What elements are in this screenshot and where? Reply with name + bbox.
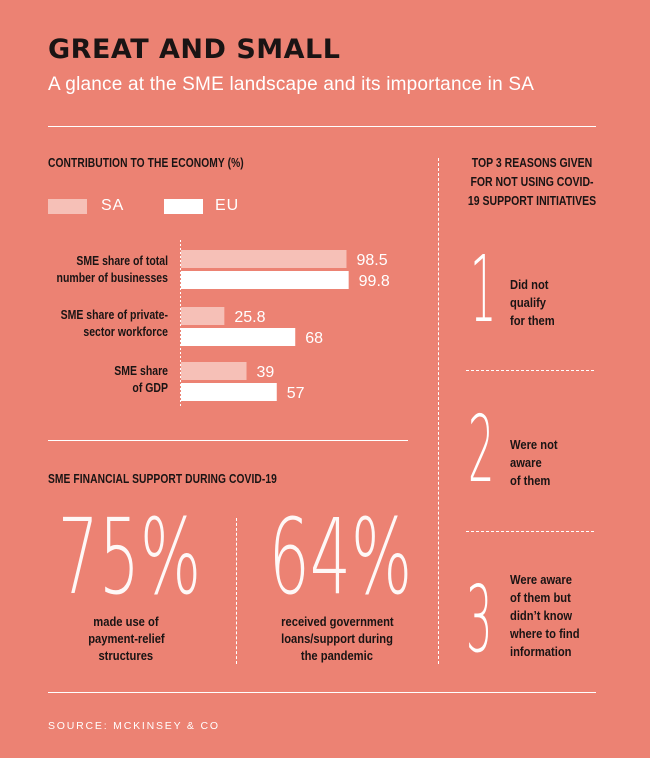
contribution-heading: CONTRIBUTION TO THE ECONOMY (%) (48, 156, 244, 170)
reason-text-1: Did not qualify for them (510, 276, 605, 330)
caption-line: the pandemic (300, 648, 374, 663)
category-label-line: SME share of total (76, 254, 168, 268)
legend-label-sa: SA (101, 197, 125, 214)
bar-sa-1 (181, 307, 225, 325)
legend-swatch-sa (48, 199, 87, 214)
caption-line: payment-relief (87, 631, 165, 646)
reason-line: Were not (510, 437, 558, 452)
reason-line: information (510, 644, 572, 659)
bar-value-label-eu-1: 68 (305, 330, 323, 347)
covid-support-heading: SME FINANCIAL SUPPORT DURING COVID-19 (48, 472, 277, 486)
reason-line: where to find (510, 626, 580, 641)
bar-value-label-sa-1: 25.8 (234, 309, 265, 326)
category-label-line: sector workforce (83, 325, 168, 339)
top-divider (48, 126, 596, 127)
page-title: GREAT AND SMALL (48, 34, 341, 65)
reasons-heading: TOP 3 REASONS GIVEN FOR NOT USING COVID-… (452, 154, 612, 211)
reason-line: of them but (510, 590, 571, 605)
category-label-line: SME share (114, 364, 168, 378)
reason-line: didn’t know (510, 608, 573, 623)
bottom-divider (48, 692, 596, 693)
bar-value-label-sa-0: 98.5 (356, 252, 387, 269)
reason-line: aware (510, 455, 542, 470)
stat-value-payment-relief: 75% (57, 496, 202, 618)
caption-line: structures (98, 648, 154, 663)
reason-rank-2: 2 (468, 396, 495, 503)
stats-divider (236, 518, 237, 664)
reason-text-3: Were aware of them but didn’t know where… (510, 571, 605, 661)
category-label-line: SME share of private- (60, 308, 168, 322)
reason-rank-1: 1 (470, 236, 497, 343)
reason-rank-3: 3 (466, 566, 493, 673)
reasons-heading-line: 19 SUPPORT INITIATIVES (467, 194, 597, 208)
source-note: SOURCE: MCKINSEY & CO (48, 720, 220, 732)
bar-eu-2 (181, 383, 277, 401)
category-label-gdp: SME share of GDP (34, 363, 168, 397)
reason-line: Did not (510, 277, 549, 292)
reason-divider-1 (466, 370, 594, 371)
legend-label-eu: EU (215, 197, 240, 214)
reasons-heading-line: TOP 3 REASONS GIVEN (471, 156, 593, 170)
category-label-line: of GDP (132, 381, 168, 395)
caption-line: received government (280, 614, 394, 629)
caption-line: made use of (93, 614, 159, 629)
reason-divider-2 (466, 531, 594, 532)
bar-eu-0 (181, 271, 349, 289)
contribution-bar-chart: 98.5 99.8 25.8 68 39 57 (180, 240, 390, 406)
reason-line: for them (510, 313, 555, 328)
bar-value-label-sa-2: 39 (257, 364, 275, 381)
stat-value-gov-loans: 64% (268, 496, 413, 618)
middle-divider (48, 440, 408, 441)
reason-line: Were aware (510, 572, 572, 587)
bar-sa-0 (181, 250, 347, 268)
bar-sa-2 (181, 362, 247, 380)
bar-value-label-eu-0: 99.8 (359, 273, 390, 290)
reasons-heading-line: FOR NOT USING COVID- (470, 175, 594, 189)
category-label-line: number of businesses (56, 271, 168, 285)
stat-caption-payment-relief: made use of payment-relief structures (36, 613, 216, 664)
bar-value-label-eu-2: 57 (287, 385, 305, 402)
reason-text-2: Were not aware of them (510, 436, 605, 490)
page-subtitle: A glance at the SME landscape and its im… (48, 74, 535, 95)
column-divider (438, 158, 439, 664)
category-label-businesses: SME share of total number of businesses (34, 253, 168, 287)
caption-line: loans/support during (281, 631, 393, 646)
legend-swatch-eu (164, 199, 203, 214)
stat-caption-gov-loans: received government loans/support during… (247, 613, 427, 664)
category-label-workforce: SME share of private- sector workforce (34, 307, 168, 341)
bar-eu-1 (181, 328, 296, 346)
reason-line: of them (510, 473, 551, 488)
reason-line: qualify (510, 295, 547, 310)
